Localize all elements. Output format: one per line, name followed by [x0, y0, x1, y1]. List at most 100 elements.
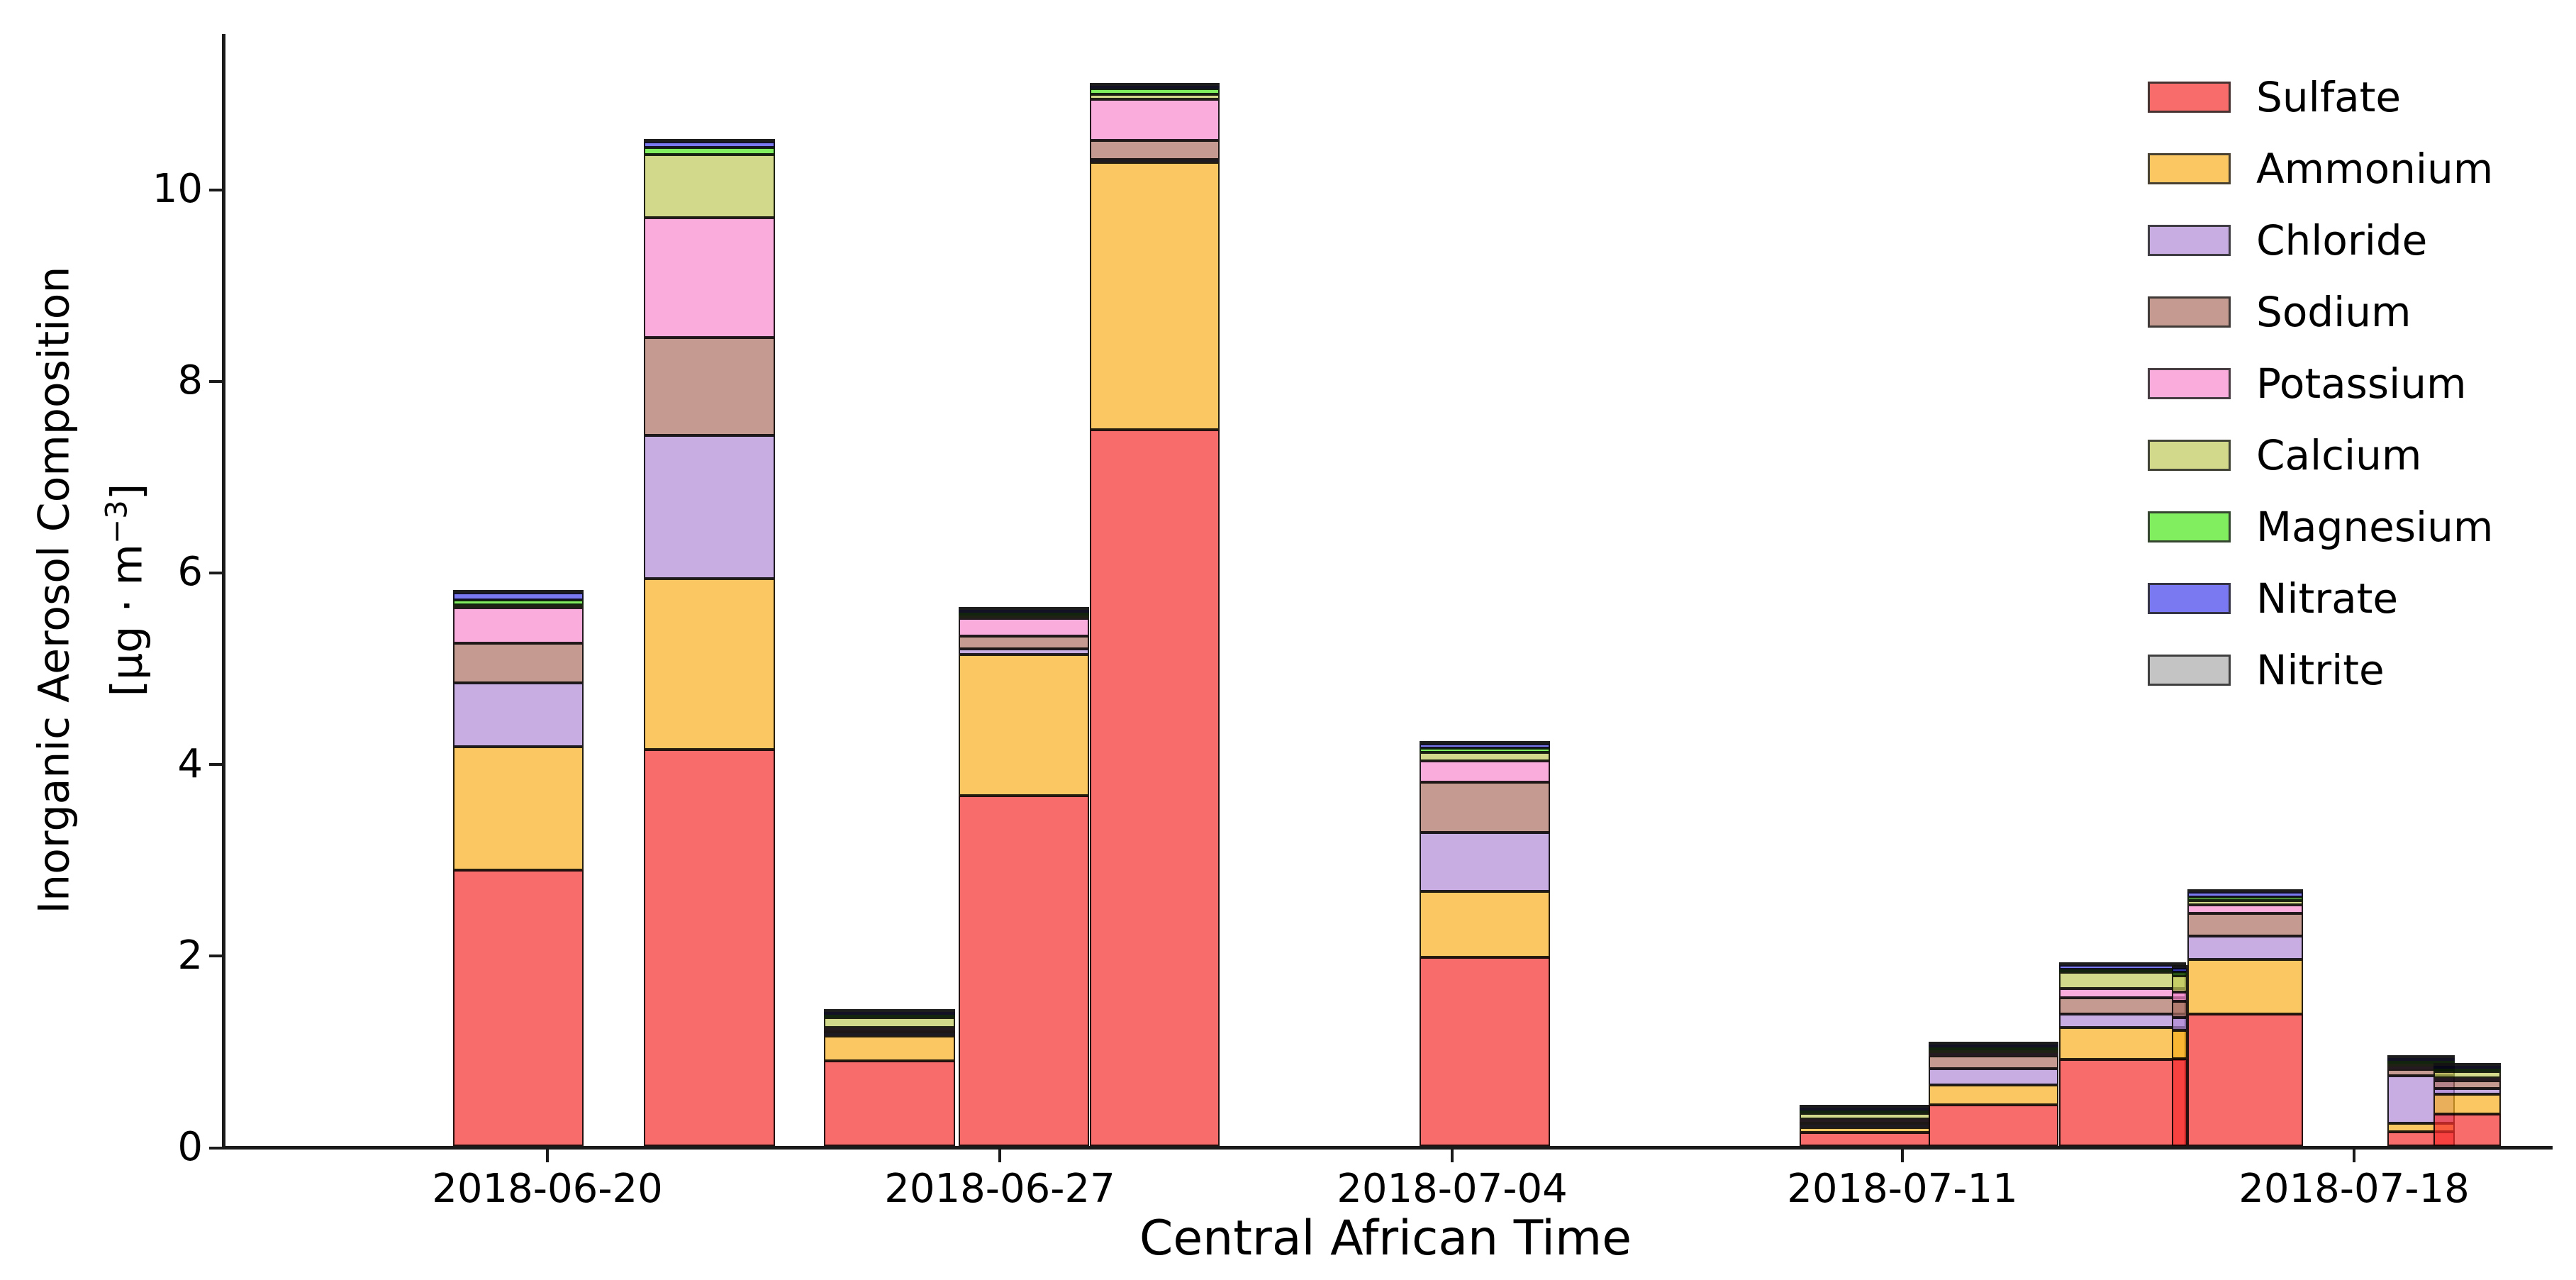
- bar-segment-ammonium: [2172, 1030, 2187, 1059]
- bar-segment-ammonium: [2187, 959, 2303, 1014]
- bar-segment-magnesium: [2187, 896, 2303, 901]
- bar-segment-sulfate: [453, 869, 584, 1146]
- y-tick-label: 6: [177, 549, 203, 596]
- x-tick-label: 2018-07-04: [1337, 1166, 1568, 1212]
- bar-segment-nitrate: [959, 609, 1089, 613]
- y-axis-spine: [222, 34, 225, 1149]
- bar-segment-calcium: [2187, 901, 2303, 905]
- bar-segment-nitrate: [2172, 967, 2187, 973]
- bar-segment-chloride: [644, 435, 775, 579]
- bar-segment-nitrate: [824, 1012, 955, 1015]
- stacked-bar-10: [2187, 889, 2303, 1146]
- bar-segment-sodium: [2059, 997, 2186, 1014]
- legend-label: Nitrate: [2256, 574, 2399, 623]
- x-tick-label: 2018-06-20: [432, 1166, 663, 1212]
- bar-segment-nitrite: [1420, 740, 1550, 744]
- bar-segment-ammonium: [1929, 1084, 2058, 1105]
- bar-segment-nitrite: [1929, 1041, 2058, 1045]
- stacked-bar-4: [959, 606, 1089, 1146]
- bar-segment-calcium: [1800, 1113, 1930, 1120]
- y-tick-mark: [209, 955, 222, 958]
- bar-segment-sulfate: [1090, 429, 1220, 1146]
- bar-segment-sodium: [824, 1030, 955, 1033]
- legend-swatch-chloride: [2148, 225, 2231, 256]
- legend-label: Sulfate: [2256, 73, 2402, 121]
- bar-segment-calcium: [2059, 972, 2186, 989]
- bar-segment-nitrate: [2059, 964, 2186, 970]
- legend-label: Sodium: [2256, 288, 2411, 336]
- legend-item-potassium: Potassium: [2148, 362, 2493, 405]
- legend-swatch-sulfate: [2148, 82, 2231, 113]
- legend: Sulfate Ammonium Chloride Sodium Potassium Ca…: [2148, 76, 2493, 691]
- bar-segment-magnesium: [644, 148, 775, 155]
- bar-segment-nitrate: [453, 593, 584, 600]
- bar-segment-calcium: [453, 604, 584, 608]
- legend-item-chloride: Chloride: [2148, 219, 2493, 262]
- bar-segment-ammonium: [644, 579, 775, 750]
- bar-segment-sulfate: [1800, 1132, 1930, 1146]
- legend-label: Calcium: [2256, 431, 2422, 479]
- stacked-bar-9: [2059, 962, 2186, 1146]
- legend-label: Chloride: [2256, 216, 2428, 265]
- bar-segment-sulfate: [2433, 1114, 2501, 1146]
- bar-segment-nitrate: [2387, 1057, 2455, 1061]
- bar-segment-chloride: [1090, 159, 1220, 162]
- x-tick-label: 2018-07-11: [1787, 1166, 2018, 1212]
- bar-segment-nitrite: [824, 1009, 955, 1013]
- stacked-bar-8: [1929, 1041, 2058, 1146]
- x-axis-spine: [222, 1146, 2553, 1150]
- y-tick-label: 10: [152, 166, 203, 212]
- bar-segment-sodium: [644, 337, 775, 435]
- bar-segment-magnesium: [824, 1015, 955, 1018]
- stacked-bar-13: [2433, 1062, 2501, 1146]
- bar-segment-magnesium: [959, 612, 1089, 616]
- bar-segment-potassium: [1420, 761, 1550, 782]
- bar-segment-ammonium: [824, 1035, 955, 1061]
- bar-segment-magnesium: [2433, 1068, 2501, 1072]
- bar-segment-calcium: [644, 154, 775, 218]
- bar-segment-potassium: [2187, 904, 2303, 913]
- bar-segment-nitrate: [644, 142, 775, 148]
- bar-segment-potassium: [1090, 99, 1220, 140]
- bar-segment-nitrite: [2059, 962, 2186, 965]
- bar-segment-nitrate: [1090, 85, 1220, 89]
- bar-segment-ammonium: [959, 654, 1089, 796]
- bar-segment-calcium: [1929, 1050, 2058, 1053]
- legend-swatch-nitrate: [2148, 583, 2231, 614]
- bar-segment-ammonium: [2059, 1027, 2186, 1060]
- stacked-bar-7: [1800, 1105, 1930, 1146]
- bar-segment-nitrite: [453, 590, 584, 594]
- y-tick-label: 2: [177, 932, 203, 979]
- legend-label: Nitrite: [2256, 646, 2385, 694]
- bar-segment-sulfate: [2059, 1059, 2186, 1146]
- bar-segment-chloride: [453, 683, 584, 747]
- bar-segment-sodium: [1090, 140, 1220, 160]
- y-tick-label: 0: [177, 1124, 203, 1170]
- y-tick-label: 8: [177, 357, 203, 404]
- bar-segment-ammonium: [1090, 162, 1220, 430]
- y-tick-label: 4: [177, 740, 203, 787]
- bar-segment-calcium: [2433, 1071, 2501, 1079]
- y-axis-label-line1: Inorganic Aerosol Composition: [29, 266, 79, 914]
- bar-segment-nitrite: [644, 139, 775, 143]
- x-tick-mark: [1901, 1150, 1904, 1162]
- bar-segment-potassium: [824, 1027, 955, 1030]
- bar-segment-potassium: [644, 217, 775, 338]
- stacked-bar-3: [824, 1009, 955, 1146]
- bar-segment-potassium: [2059, 989, 2186, 998]
- bar-segment-nitrite: [2387, 1054, 2455, 1058]
- legend-swatch-ammonium: [2148, 153, 2231, 184]
- stacked-bar-6: [1420, 740, 1550, 1146]
- bar-segment-chloride: [2187, 936, 2303, 959]
- y-tick-mark: [209, 379, 222, 383]
- legend-label: Potassium: [2256, 360, 2467, 408]
- bar-segment-calcium: [824, 1018, 955, 1028]
- stacked-bar-1: [453, 590, 584, 1146]
- x-tick-mark: [2353, 1150, 2355, 1162]
- bar-segment-magnesium: [2172, 972, 2187, 976]
- bar-segment-potassium: [2433, 1078, 2501, 1081]
- y-tick-mark: [209, 571, 222, 574]
- bar-segment-nitrate: [2187, 892, 2303, 897]
- bar-segment-ammonium: [1420, 891, 1550, 957]
